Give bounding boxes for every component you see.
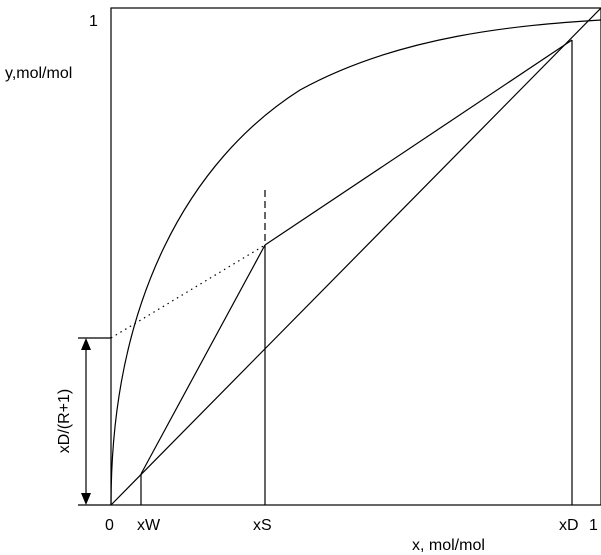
y-axis-label: y,mol/mol [5, 65, 72, 82]
x-axis-label: x, mol/mol [412, 537, 485, 554]
rectifying-line-extension [110, 244, 266, 339]
intercept-label: xD/(R+1) [56, 389, 73, 453]
diagonal-line [110, 7, 601, 506]
xs-label: xS [253, 517, 272, 534]
origin-label: 0 [105, 517, 114, 534]
xd-label: xD [559, 517, 579, 534]
intercept-arrow-up-icon [81, 338, 91, 350]
rectifying-line [264, 39, 573, 246]
equilibrium-curve [110, 19, 601, 506]
x-right-label: 1 [589, 517, 598, 534]
xw-label: xW [137, 517, 161, 534]
plot-frame [110, 7, 601, 506]
stripping-line [140, 244, 266, 475]
y-top-label: 1 [89, 13, 98, 30]
intercept-arrow-down-icon [81, 493, 91, 505]
